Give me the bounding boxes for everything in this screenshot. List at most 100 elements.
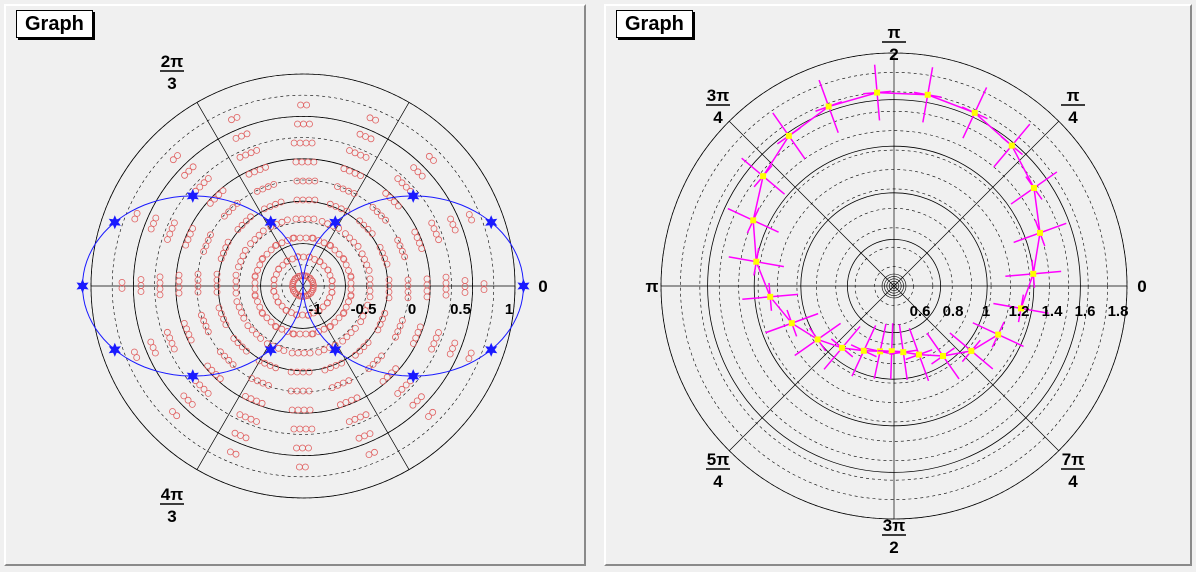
angle-label-numerator: 4π — [161, 485, 183, 504]
rose-marker — [328, 283, 336, 290]
rose-marker — [194, 288, 202, 296]
rose-marker — [304, 158, 312, 166]
rose-marker — [216, 375, 224, 383]
rose-marker — [266, 362, 274, 369]
angle-label-numerator: π — [887, 23, 900, 42]
rose-marker — [217, 255, 225, 263]
rose-marker — [277, 198, 285, 206]
rose-marker — [365, 451, 373, 459]
series-curve — [752, 91, 1041, 357]
rose-marker — [379, 315, 386, 323]
radial-tick-label: 1.4 — [1042, 303, 1064, 320]
rose-marker — [404, 276, 412, 284]
rose-marker — [260, 205, 268, 213]
rose-marker — [351, 324, 359, 332]
rose-marker — [248, 326, 256, 334]
rose-marker — [296, 139, 304, 147]
rose-marker — [231, 429, 239, 437]
rose-marker — [302, 234, 310, 242]
rose-marker — [332, 361, 340, 369]
rose-marker — [398, 385, 406, 393]
rose-marker — [131, 215, 139, 223]
rose-marker — [299, 196, 307, 204]
rose-marker — [435, 236, 443, 244]
rose-marker — [326, 294, 334, 302]
square-marker — [760, 173, 767, 180]
angle-label-denominator: 4 — [713, 472, 723, 491]
rose-marker — [272, 200, 279, 208]
rose-marker — [256, 303, 264, 311]
rose-marker — [270, 282, 278, 289]
angle-label-numerator: π — [1066, 86, 1079, 105]
rose-marker — [418, 172, 426, 180]
rose-marker — [321, 366, 329, 374]
right-chart-title: Graph — [616, 10, 693, 38]
rose-marker — [345, 377, 353, 385]
rose-marker — [423, 275, 431, 283]
rose-marker — [304, 215, 312, 223]
rose-marker — [347, 329, 355, 337]
square-marker — [767, 293, 774, 300]
left-polar-chart: -1 -0.5 0 0.5 1 2π 3 4π 3 0 — [76, 52, 548, 526]
rose-marker — [417, 393, 425, 401]
square-marker — [1030, 270, 1037, 277]
square-marker — [814, 336, 821, 343]
rose-marker — [327, 364, 334, 372]
star-marker — [108, 342, 121, 357]
rose-marker — [451, 339, 459, 347]
rose-marker — [418, 245, 426, 253]
rose-marker — [294, 120, 301, 128]
rose-marker — [320, 239, 328, 247]
rose-marker — [255, 231, 263, 239]
square-marker — [1036, 229, 1043, 236]
rose-marker — [364, 301, 372, 309]
rose-marker — [364, 225, 372, 233]
rose-marker — [271, 322, 279, 330]
rose-marker — [147, 225, 155, 233]
rose-marker — [266, 203, 274, 211]
rose-marker — [432, 334, 440, 342]
rose-marker — [305, 387, 313, 395]
rose-marker — [243, 130, 251, 138]
rose-marker — [233, 298, 241, 306]
star-marker — [407, 369, 420, 384]
rose-marker — [263, 314, 271, 322]
rose-marker — [367, 135, 375, 143]
rose-marker — [283, 257, 291, 265]
rose-marker — [300, 120, 307, 128]
rose-marker — [326, 323, 334, 331]
angle-label-numerator: 5π — [707, 450, 729, 469]
rose-marker — [299, 368, 307, 376]
rose-marker — [259, 227, 267, 235]
rose-marker — [346, 234, 354, 242]
rose-marker — [402, 183, 410, 191]
rose-marker — [175, 289, 183, 297]
rose-marker — [361, 255, 368, 263]
rose-marker — [430, 157, 437, 164]
rose-marker — [461, 289, 469, 296]
rose-marker — [392, 333, 399, 341]
rose-marker — [253, 146, 261, 154]
rose-marker — [297, 101, 305, 109]
rose-marker — [238, 309, 245, 317]
rose-marker — [337, 205, 345, 213]
rose-marker — [272, 241, 280, 249]
rose-marker — [222, 244, 230, 252]
rose-marker — [339, 185, 347, 193]
rose-marker — [288, 349, 296, 357]
rose-marker — [340, 255, 348, 263]
rose-marker — [274, 298, 282, 306]
rose-marker — [163, 328, 171, 336]
rose-marker — [156, 273, 164, 281]
rose-marker — [331, 246, 339, 254]
rose-marker — [253, 377, 261, 385]
rose-marker — [305, 177, 313, 185]
rose-marker — [309, 284, 317, 292]
rose-marker — [340, 165, 348, 173]
rose-marker — [239, 252, 247, 260]
rose-marker — [310, 158, 318, 166]
rose-marker — [263, 250, 271, 258]
left-chart-title: Graph — [16, 10, 93, 38]
rose-marker — [412, 334, 420, 342]
rose-marker — [156, 285, 164, 293]
